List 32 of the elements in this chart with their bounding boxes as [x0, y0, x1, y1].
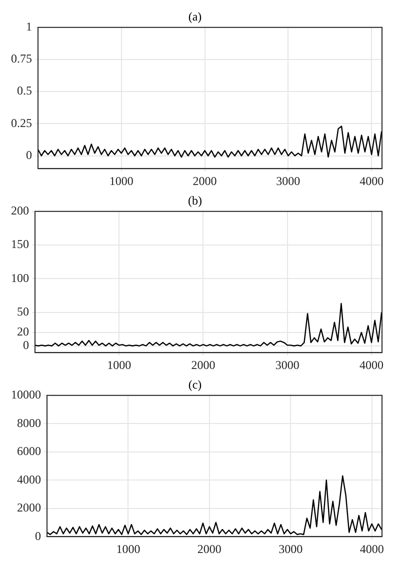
x-tick-label: 1000: [109, 174, 134, 188]
y-tick-label: 10000: [11, 388, 41, 402]
x-tick-label: 2000: [192, 174, 217, 188]
x-tick-label: 1000: [116, 542, 140, 556]
chart-title: (a): [188, 9, 202, 24]
y-tick-label: 150: [11, 237, 29, 252]
x-tick-label: 1000: [107, 358, 132, 372]
y-tick-label: 4000: [17, 472, 41, 486]
y-tick-label: 0.75: [11, 52, 32, 66]
x-tick-label: 4000: [360, 542, 384, 556]
chart-title: (c): [188, 377, 202, 392]
x-tick-label: 3000: [275, 358, 300, 372]
x-tick-label: 4000: [360, 174, 384, 188]
y-tick-label: 1: [26, 20, 32, 34]
y-tick-label: 0.5: [17, 84, 32, 98]
y-tick-label: 0: [35, 528, 41, 543]
x-tick-label: 3000: [278, 542, 303, 556]
y-tick-label: 0: [23, 338, 29, 352]
y-tick-label: 50: [17, 304, 29, 318]
y-tick-label: 0.25: [11, 116, 32, 130]
y-tick-label: 0: [26, 148, 32, 162]
y-tick-label: 2000: [17, 500, 41, 515]
y-tick-label: 100: [11, 270, 29, 285]
y-tick-label: 20: [17, 324, 29, 339]
x-tick-label: 4000: [359, 358, 384, 372]
x-tick-label: 3000: [276, 174, 300, 188]
y-tick-label: 200: [11, 204, 29, 218]
chart-title: (b): [188, 193, 202, 208]
x-tick-label: 2000: [197, 542, 222, 556]
y-tick-label: 8000: [17, 416, 41, 430]
x-tick-label: 2000: [191, 358, 216, 372]
y-tick-label: 6000: [17, 444, 41, 458]
